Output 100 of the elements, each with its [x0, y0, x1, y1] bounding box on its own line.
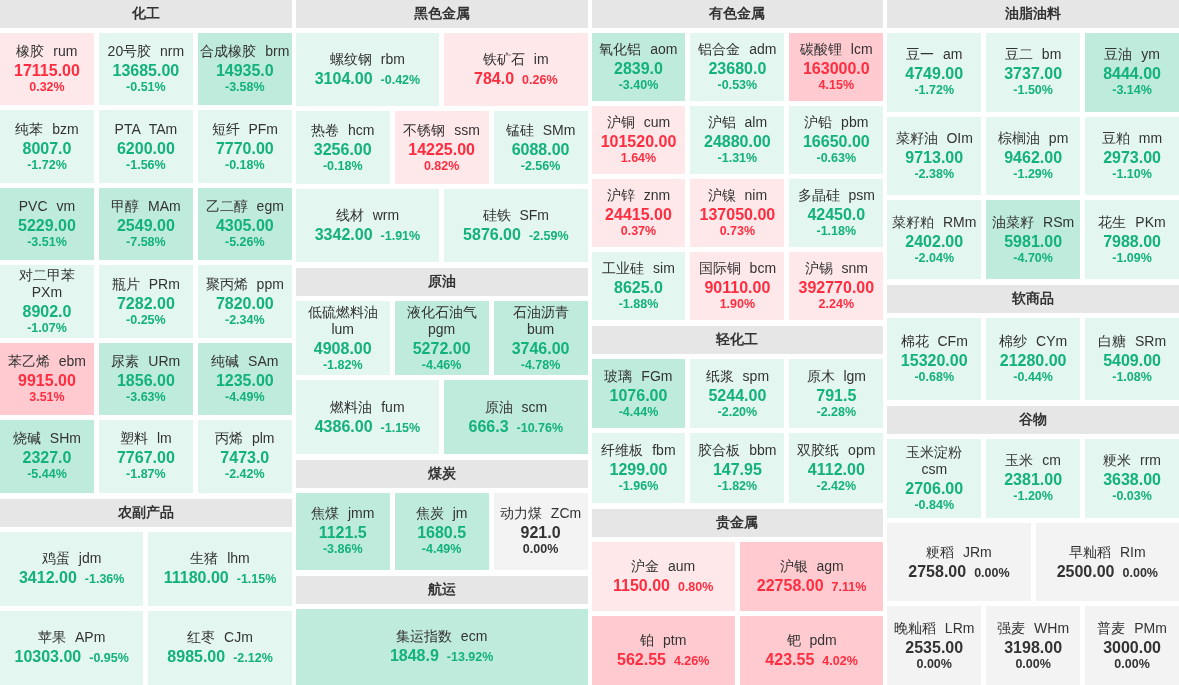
category-label: 铂 ptm: [639, 631, 688, 649]
data-label: 8985.00: [167, 648, 226, 666]
data-label: 5272.00: [412, 339, 471, 357]
data-label: -13.92%: [446, 649, 494, 666]
data-label: 163000.0: [802, 60, 870, 77]
data-label: 666.3: [468, 417, 509, 435]
data-label: 15320.00: [900, 352, 968, 369]
text: 软商品: [1012, 290, 1055, 308]
data-label: 2973.00: [1103, 149, 1161, 166]
category-label: 短纤 PFm: [210, 120, 280, 138]
data-label: 3256.00: [313, 140, 372, 158]
category-label: 玉米 cm: [1004, 452, 1062, 470]
category-label: 棉纱 CYm: [998, 333, 1069, 350]
category-label: 沪铝 alm: [706, 114, 769, 131]
category-label: 钯 pdm: [785, 631, 838, 649]
data-label: 784.0: [474, 70, 515, 88]
data-label: 5409.00: [1103, 352, 1161, 369]
category-label: 热卷 hcm: [310, 121, 376, 139]
data-label: 7767.00: [116, 449, 175, 467]
data-label: -1.31%: [717, 150, 758, 166]
data-label: -2.42%: [224, 466, 265, 483]
category-label: PVC vm: [17, 198, 77, 216]
data-label: 17115.00: [14, 62, 80, 80]
category-label: 塑料 lm: [119, 430, 173, 448]
category-label: 棉花 CFm: [899, 333, 969, 350]
category-label: 橡胶 rum: [15, 43, 79, 61]
category-label: 晚籼稻 LRm: [893, 619, 976, 637]
data-label: 0.82%: [423, 157, 460, 174]
text: 航运: [427, 580, 456, 599]
category-label: 玻璃 FGm: [603, 367, 674, 385]
data-label: 7988.00: [1103, 232, 1161, 250]
data-label: 21280.00: [999, 352, 1067, 369]
data-label: -1.08%: [1112, 369, 1152, 385]
data-label: -0.53%: [717, 77, 758, 93]
category-label: 集运指数 ecm: [394, 628, 489, 646]
data-label: 3.51%: [29, 389, 65, 406]
data-label: 0.00%: [1122, 564, 1158, 581]
data-label: 392770.00: [798, 279, 875, 296]
data-label: -2.38%: [914, 166, 954, 182]
data-label: 4749.00: [905, 65, 964, 83]
category-label: 锰硅 SMm: [504, 121, 577, 139]
data-label: -0.68%: [914, 369, 955, 385]
data-label: 101520.00: [600, 133, 677, 150]
category-label: 沪银 agm: [778, 557, 845, 575]
category-label: 沪锌 znm: [605, 187, 672, 204]
data-label: 6088.00: [511, 140, 570, 158]
data-label: -0.95%: [89, 650, 129, 667]
category-label: 燃料油 fum: [329, 398, 406, 416]
data-label: -1.09%: [1112, 249, 1152, 266]
category-label: 不锈钢 ssm: [402, 121, 481, 139]
category-label: 原油 scm: [483, 398, 549, 416]
data-label: 13685.00: [112, 62, 180, 80]
data-label: -1.56%: [126, 156, 166, 173]
text: 化工: [131, 5, 160, 23]
data-label: 14935.0: [215, 62, 274, 80]
category-label: 红枣 CJm: [186, 629, 254, 647]
category-label: 豆一 am: [905, 46, 964, 64]
text: 轻化工: [716, 331, 759, 349]
text: 谷物: [1019, 411, 1048, 429]
text: 黑色金属: [413, 5, 470, 23]
data-label: 0.37%: [620, 223, 657, 239]
data-label: -2.56%: [520, 157, 561, 174]
text: 油脂油料: [1005, 5, 1062, 23]
data-label: -7.58%: [126, 234, 166, 251]
data-label: 6200.00: [116, 139, 175, 157]
data-label: -0.44%: [1013, 369, 1053, 385]
data-label: 0.80%: [677, 578, 714, 595]
category-label: 烧碱 SHm: [11, 430, 82, 448]
data-label: 4386.00: [314, 417, 373, 435]
category-label: 鸡蛋 jdm: [40, 550, 103, 568]
data-label: -10.76%: [516, 419, 564, 436]
data-label: -0.25%: [126, 311, 166, 328]
data-label: 16650.00: [802, 133, 870, 150]
data-label: 3000.00: [1103, 638, 1161, 656]
data-label: -2.59%: [528, 228, 569, 245]
data-label: 2839.0: [613, 60, 663, 77]
data-label: 137050.00: [699, 206, 776, 223]
data-label: -3.63%: [126, 389, 166, 406]
category-label: 硅铁 SFm: [481, 207, 551, 225]
data-label: 4.02%: [822, 652, 858, 669]
category-label: 石油沥青 bum: [511, 303, 570, 338]
category-label: 菜籽粕 RMm: [891, 213, 978, 231]
category-label: 粳稻 JRm: [925, 543, 993, 561]
data-label: 2706.00: [905, 479, 964, 497]
data-label: -5.26%: [224, 234, 265, 251]
data-label: 0.26%: [522, 72, 558, 89]
data-label: -1.87%: [126, 466, 166, 483]
data-label: -4.44%: [618, 403, 659, 420]
data-label: 0.32%: [29, 79, 65, 96]
data-label: -5.44%: [27, 466, 67, 483]
data-label: 8902.0: [22, 303, 72, 321]
category-label: 国际铜 bcm: [697, 260, 778, 277]
data-label: -3.86%: [322, 541, 363, 558]
category-label: 低硫燃料油 lum: [306, 303, 379, 338]
data-label: 2.24%: [818, 296, 855, 312]
text: 农副产品: [117, 503, 174, 522]
data-label: 147.95: [712, 460, 762, 478]
data-label: 3746.00: [511, 339, 570, 357]
data-label: 9915.00: [18, 372, 76, 390]
data-label: -4.46%: [421, 356, 462, 373]
